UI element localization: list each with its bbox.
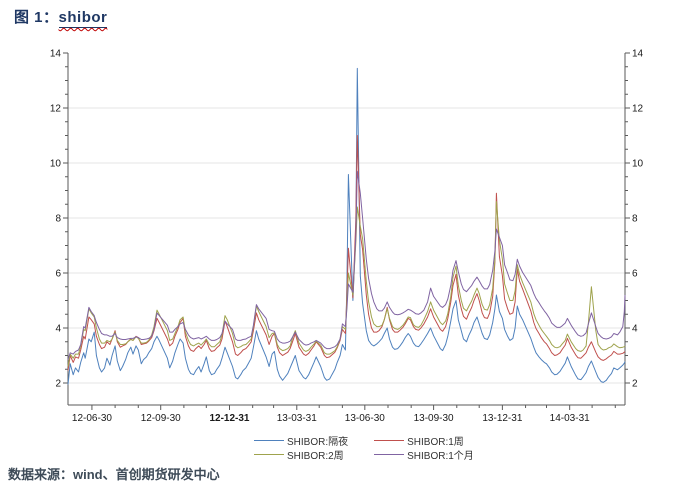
legend-line-swatch [374,439,405,441]
svg-text:10: 10 [632,159,644,170]
svg-text:6: 6 [632,269,638,280]
svg-text:2: 2 [632,379,638,390]
svg-text:14: 14 [50,49,62,60]
svg-text:14: 14 [632,49,644,60]
svg-text:13-09-30: 13-09-30 [414,413,454,424]
svg-text:12: 12 [50,104,62,115]
svg-text:6: 6 [55,269,61,280]
legend-item: SHIBOR:1周 [374,434,474,448]
figure-title-keyword: shibor [58,9,108,28]
svg-text:13-06-30: 13-06-30 [345,413,385,424]
svg-text:12-09-30: 12-09-30 [141,413,181,424]
legend-label: SHIBOR:1周 [407,436,464,448]
svg-text:12: 12 [632,104,644,115]
svg-text:4: 4 [55,324,61,335]
svg-text:8: 8 [55,214,61,225]
svg-text:2: 2 [55,379,61,390]
svg-text:4: 4 [632,324,638,335]
svg-text:14-03-31: 14-03-31 [550,413,590,424]
svg-text:10: 10 [50,159,62,170]
legend-item: SHIBOR:隔夜 [254,434,349,448]
legend-line-swatch [374,453,405,455]
svg-text:13-03-31: 13-03-31 [277,413,317,424]
legend: SHIBOR:隔夜 SHIBOR:1周 SHIBOR:2周 SHIBOR:1个月 [254,434,474,462]
svg-text:13-12-31: 13-12-31 [482,413,522,424]
legend-item: SHIBOR:1个月 [374,448,474,462]
figure-title: 图 1：shibor [14,6,108,28]
legend-label: SHIBOR:2周 [287,450,344,462]
legend-line-swatch [254,439,284,441]
figure-title-prefix: 图 1： [14,9,59,26]
svg-text:12-12-31: 12-12-31 [209,413,249,424]
legend-label: SHIBOR:隔夜 [287,436,349,448]
source-note: 数据来源：wind、首创期货研发中心 [8,467,220,482]
legend-label: SHIBOR:1个月 [407,450,474,462]
legend-item: SHIBOR:2周 [254,448,348,462]
legend-line-swatch [254,453,284,455]
svg-text:8: 8 [632,214,638,225]
svg-text:12-06-30: 12-06-30 [72,413,112,424]
